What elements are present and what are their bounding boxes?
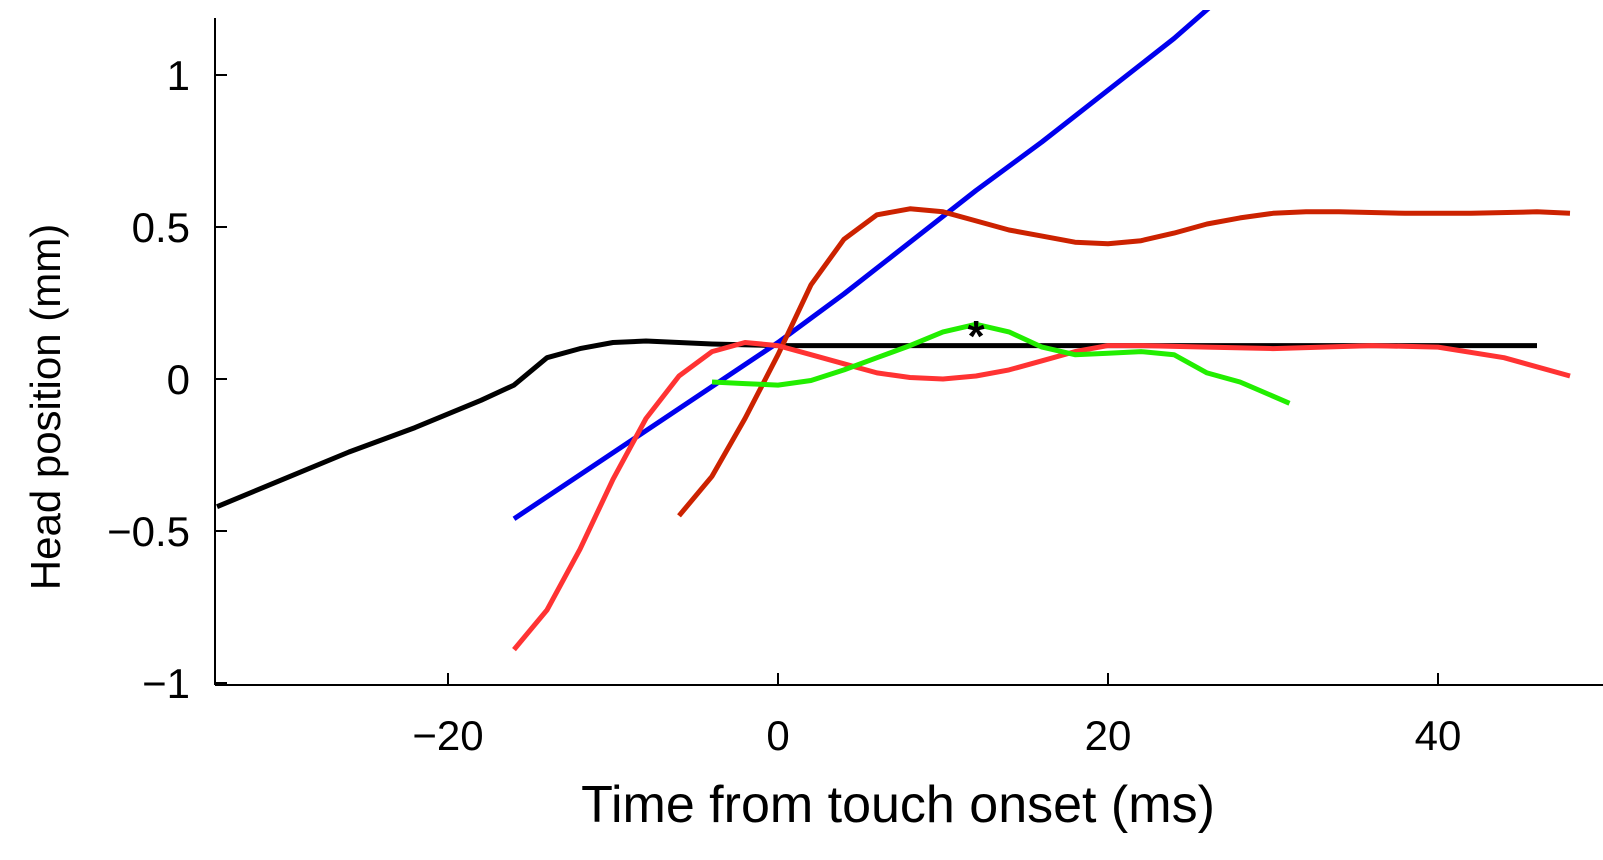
x-tick-label: 0 xyxy=(766,712,789,759)
y-tick-label: 0.5 xyxy=(132,204,190,251)
series-line-3 xyxy=(677,206,1571,518)
series-line-4 xyxy=(512,340,1571,652)
series-line-1 xyxy=(216,338,1537,510)
series-layer xyxy=(216,10,1571,652)
series-line-2 xyxy=(512,10,1211,521)
axes: −20 0 20 40 −1 −0.5 0 0.5 1 xyxy=(107,18,1603,759)
y-tick-label: 1 xyxy=(167,52,190,99)
y-tick-label: −1 xyxy=(142,660,190,707)
x-tick-label: −20 xyxy=(412,712,483,759)
asterisk-annotation: * xyxy=(967,312,985,361)
x-axis-title: Time from touch onset (ms) xyxy=(581,776,1215,834)
x-tick-label: 40 xyxy=(1415,712,1462,759)
y-axis-title: Head position (mm) xyxy=(22,224,69,590)
y-tick-label: 0 xyxy=(167,356,190,403)
series-line-5 xyxy=(711,321,1291,406)
x-tick-label: 20 xyxy=(1085,712,1132,759)
annotation-layer: * xyxy=(967,312,985,361)
y-tick-label: −0.5 xyxy=(107,508,190,555)
